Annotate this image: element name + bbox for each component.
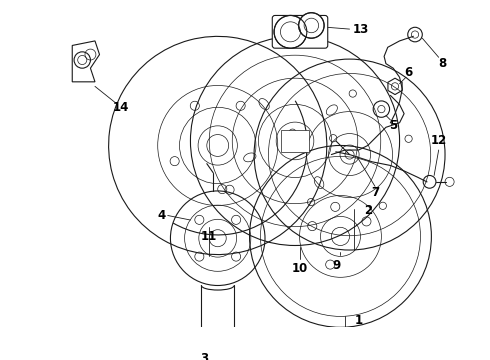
Text: 1: 1 [355, 314, 363, 327]
Text: 6: 6 [405, 66, 413, 79]
Circle shape [298, 13, 324, 38]
Text: 11: 11 [200, 230, 217, 243]
Circle shape [74, 52, 91, 68]
Circle shape [274, 15, 307, 48]
Text: 5: 5 [389, 119, 397, 132]
FancyBboxPatch shape [272, 15, 328, 48]
FancyBboxPatch shape [281, 130, 309, 152]
Text: 4: 4 [157, 209, 166, 222]
Text: 9: 9 [333, 259, 341, 272]
Text: 3: 3 [200, 352, 208, 360]
Text: 12: 12 [431, 134, 447, 148]
Text: 13: 13 [352, 23, 368, 36]
Text: 8: 8 [438, 57, 446, 70]
Text: 14: 14 [112, 101, 128, 114]
Text: 2: 2 [364, 204, 372, 217]
Text: 10: 10 [292, 262, 308, 275]
Text: 7: 7 [371, 186, 379, 199]
